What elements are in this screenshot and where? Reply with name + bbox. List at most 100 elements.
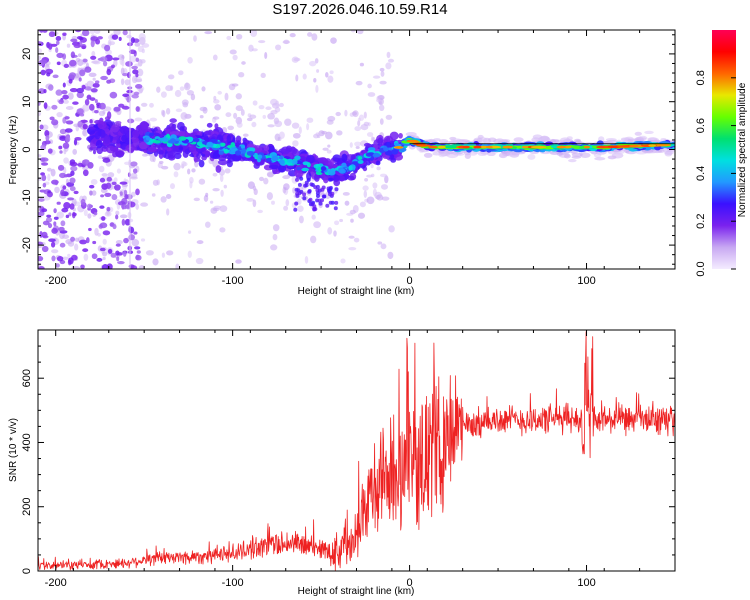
spectrogram-cell [295, 74, 299, 82]
spectrogram-cell [114, 150, 125, 157]
spectrogram-cell [258, 104, 265, 110]
spectrogram-cell [327, 169, 336, 176]
spectrogram-cell [38, 48, 43, 54]
spectrogram-cell [291, 56, 299, 63]
spectrogram-cell [306, 177, 311, 182]
spectrogram-cell [165, 128, 171, 136]
spectrogram-cell [140, 102, 148, 107]
spectrogram-cell [206, 122, 213, 128]
spectrogram-cell [88, 72, 97, 77]
spectrogram-cell [240, 109, 245, 116]
spectrogram-cell [137, 45, 144, 53]
spectrogram-cell [167, 139, 176, 144]
spectrogram-cell [119, 181, 128, 185]
spectrogram-cell [205, 150, 210, 158]
spectrogram-cell [385, 114, 393, 120]
spectrogram-cell [57, 164, 65, 171]
spectrogram-cell [89, 103, 95, 111]
spectrogram-cell [262, 114, 267, 119]
spectrogram-cell [86, 80, 95, 88]
spectrogram-cell [265, 106, 272, 110]
spectrogram-y-label: Frequency (Hz) [8, 116, 19, 185]
spectrogram-cell [252, 100, 258, 106]
spectrogram-cell [342, 191, 350, 196]
colorbar-tick-label: 0.2 [695, 214, 707, 229]
spectrogram-cell [235, 135, 242, 143]
spectrogram-cell [152, 258, 159, 266]
spectrogram-cell [264, 51, 268, 60]
spectrogram-cell [38, 266, 45, 269]
spectrogram-cell [120, 67, 125, 75]
spectrogram-cell [106, 111, 112, 120]
spectrogram-cell [65, 120, 74, 125]
spectrogram-cell [313, 78, 317, 83]
spectrogram-cell [76, 87, 85, 94]
spectrogram-cell [38, 255, 44, 262]
spectrogram-cell [439, 139, 449, 144]
spectrogram-cell [187, 250, 192, 258]
spectrogram-cell [69, 87, 78, 93]
spectrogram-cell [214, 104, 222, 111]
spectrogram-cell [462, 145, 470, 149]
spectrogram-cell [82, 169, 89, 177]
spectrogram-cell [219, 205, 228, 212]
spectrogram-cell [381, 196, 390, 201]
spectrogram-cell [298, 126, 302, 135]
spectrogram-cell [485, 145, 493, 149]
spectrogram-cell [80, 119, 88, 123]
spectrogram-cell [87, 213, 92, 219]
spectrogram-cell [41, 245, 49, 253]
spectrogram-cell [102, 238, 107, 245]
spectrogram-cell [61, 89, 68, 95]
spectrogram-cell [305, 154, 315, 164]
spectrogram-cell [111, 124, 120, 133]
spectrogram-cell [225, 112, 232, 118]
spectrogram-cell [348, 235, 355, 239]
spectrogram-cell [379, 173, 388, 178]
spectrogram-cell [119, 57, 124, 65]
spectrogram-cell [64, 116, 70, 120]
spectrogram-cell [355, 80, 363, 86]
spectrogram-cell [161, 131, 167, 136]
spectrogram-cell [205, 221, 211, 228]
spectrogram-cell [48, 84, 54, 91]
spectrogram-y-tick-label: -10 [21, 189, 33, 205]
spectrogram-cell [348, 246, 357, 251]
snr-x-tick-label: 100 [577, 577, 595, 589]
spectrogram-cell [333, 206, 338, 211]
spectrogram-cell [104, 211, 112, 217]
spectrogram-cell [140, 59, 146, 64]
spectrogram-cell [67, 92, 74, 100]
spectrogram-cell [327, 115, 336, 122]
spectrogram-cell [125, 61, 133, 67]
spectrogram-cell [65, 106, 74, 110]
spectrogram-cell [370, 173, 375, 178]
spectrogram-cell [332, 154, 342, 162]
spectrogram-cell [115, 240, 123, 245]
spectrogram-cell [350, 30, 356, 33]
spectrogram-cell [38, 55, 42, 60]
spectrogram-cell [40, 157, 49, 162]
spectrogram-cell [80, 264, 85, 269]
spectrogram-cell [356, 30, 364, 35]
spectrogram-cell [123, 237, 129, 244]
spectrogram-cell [292, 132, 301, 139]
spectrogram-cell [213, 95, 217, 101]
spectrogram-cell [125, 204, 131, 210]
spectrogram-cell [187, 230, 192, 234]
spectrogram-cell [177, 121, 185, 131]
spectrogram-cell [363, 121, 370, 127]
spectrogram-cell [376, 98, 381, 103]
spectrogram-cell [134, 42, 141, 47]
spectrogram-cell [226, 160, 233, 168]
spectrogram-cell [84, 86, 92, 91]
spectrogram-cell [56, 61, 61, 66]
spectrogram-cell [130, 161, 138, 167]
spectrogram-cell [90, 88, 98, 93]
spectrogram-cell [380, 243, 387, 250]
spectrogram-cell [349, 142, 353, 148]
spectrogram-cell [299, 176, 304, 181]
spectrogram-cell [112, 146, 119, 152]
spectrogram-cell [298, 215, 304, 224]
spectrogram-cell [53, 221, 57, 226]
